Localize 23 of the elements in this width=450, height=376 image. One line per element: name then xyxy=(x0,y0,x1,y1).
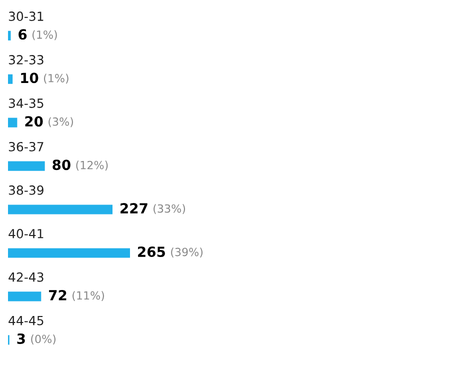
data-label: 227 (33%) xyxy=(120,203,186,214)
bar xyxy=(8,74,13,84)
data-label: 20 (3%) xyxy=(25,116,73,128)
bar xyxy=(8,204,113,214)
y-tick-label: 44-45 xyxy=(8,316,44,326)
y-tick-label: 40-41 xyxy=(8,228,44,238)
data-label: 265 (39%) xyxy=(138,246,203,258)
y-tick-label: 30-31 xyxy=(8,12,44,22)
bar xyxy=(8,118,18,128)
y-tick-label: 32-33 xyxy=(8,55,44,64)
bar xyxy=(8,161,45,171)
y-tick-label: 42-43 xyxy=(8,272,44,282)
bar xyxy=(8,248,130,258)
data-label: 3 (0%) xyxy=(17,333,56,344)
bar xyxy=(8,292,42,302)
y-tick-label: 36-37 xyxy=(8,142,44,152)
bar xyxy=(8,30,11,40)
data-label: 10 (1%) xyxy=(21,72,68,84)
data-label: 72 (11%) xyxy=(49,290,104,301)
data-label: 6 (1%) xyxy=(18,29,57,40)
y-tick-label: 38-39 xyxy=(8,185,44,195)
y-tick-label: 34-35 xyxy=(8,98,44,108)
data-label: 80 (12%) xyxy=(52,160,108,171)
